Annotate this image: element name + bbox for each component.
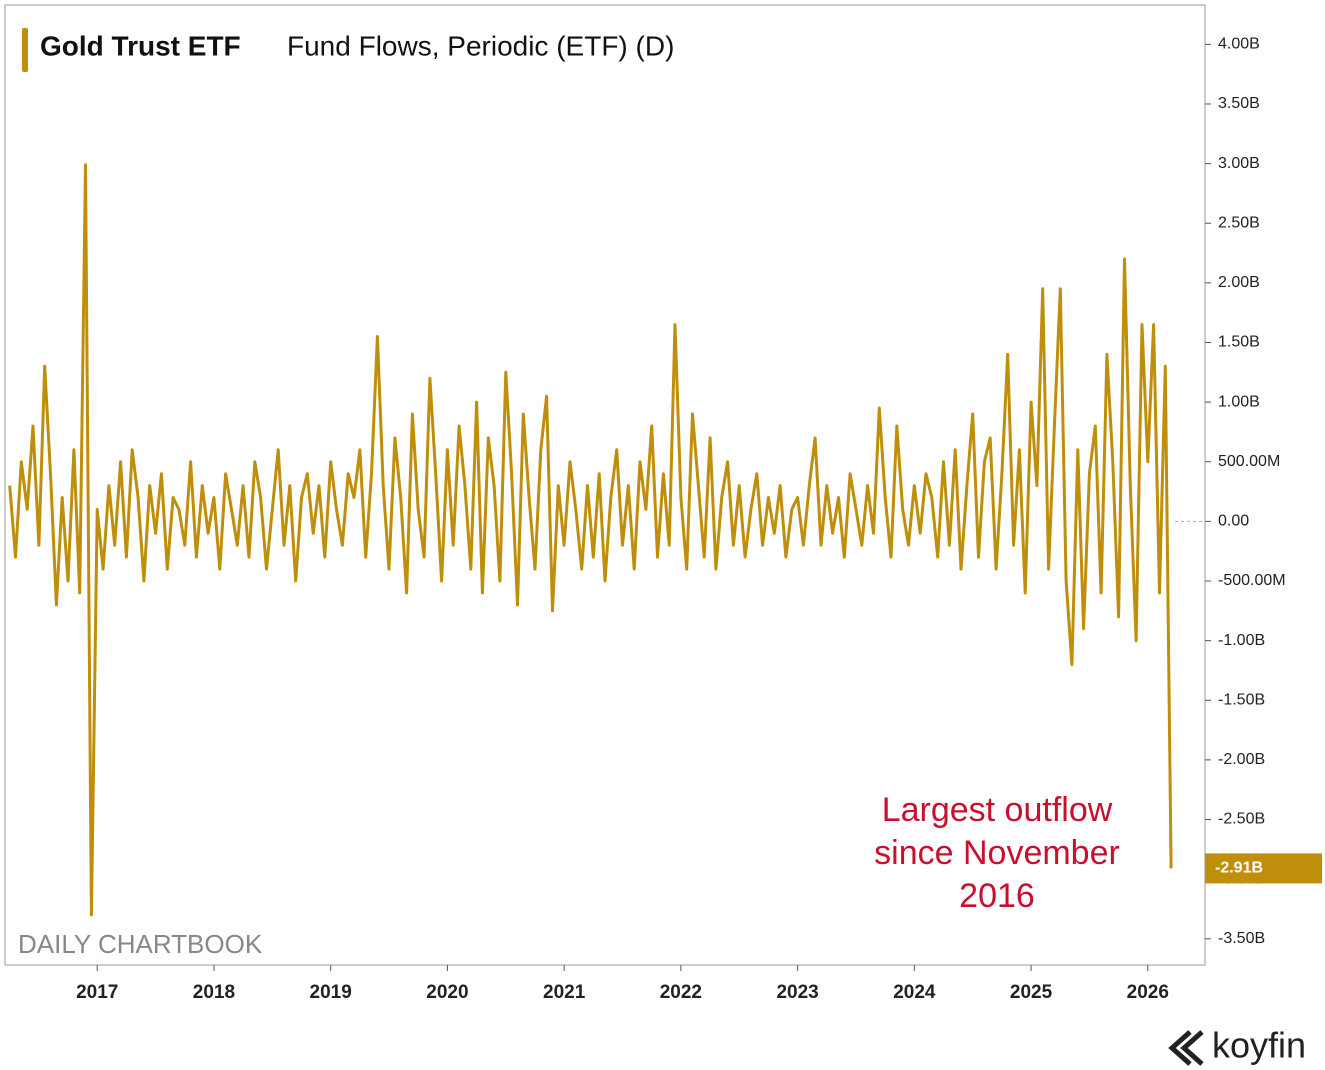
y-tick-label: 500.00M [1218, 453, 1280, 470]
x-tick-label: 2025 [1010, 982, 1053, 1003]
annotation: 2016 [959, 877, 1035, 915]
y-tick-label: 4.00B [1218, 36, 1260, 53]
y-tick-label: 1.50B [1218, 334, 1260, 351]
x-tick-label: 2018 [193, 982, 235, 1003]
chart-subtitle: Fund Flows, Periodic (ETF) (D) [287, 30, 674, 61]
x-tick-label: 2022 [660, 982, 702, 1003]
y-tick-label: 1.00B [1218, 393, 1260, 410]
y-tick-label: -2.50B [1218, 811, 1265, 828]
y-tick-label: -2.00B [1218, 751, 1265, 768]
y-tick-label: -500.00M [1218, 572, 1286, 589]
x-tick-label: 2021 [543, 982, 586, 1003]
watermark: DAILY CHARTBOOK [18, 929, 263, 959]
y-tick-label: 2.00B [1218, 274, 1260, 291]
current-value-tag [1205, 853, 1322, 884]
y-tick-label: 3.00B [1218, 155, 1260, 172]
y-tick-label: -3.50B [1218, 930, 1265, 947]
y-tick-label: 3.50B [1218, 95, 1260, 112]
y-tick-label: 2.50B [1218, 214, 1260, 231]
plot-frame [4, 4, 1206, 966]
y-tick-label: 0.00 [1218, 513, 1249, 530]
y-tick-label: -1.50B [1218, 691, 1265, 708]
x-tick-label: 2020 [426, 982, 468, 1003]
current-value-label: -2.91B [1215, 860, 1263, 877]
x-tick-label: 2017 [76, 982, 118, 1003]
annotation: Largest outflow [882, 791, 1113, 829]
x-tick-label: 2026 [1127, 982, 1169, 1003]
brand-name: koyfin [1212, 1025, 1306, 1066]
series-line [8, 163, 1173, 917]
x-tick-label: 2019 [310, 982, 352, 1003]
y-tick-label: -1.00B [1218, 632, 1265, 649]
annotation: since November [874, 834, 1120, 872]
x-tick-label: 2024 [893, 982, 936, 1003]
title-marker [22, 28, 28, 72]
brand-logo [1168, 1030, 1204, 1066]
x-tick-label: 2023 [776, 982, 818, 1003]
chart-title: Gold Trust ETF [40, 30, 241, 61]
